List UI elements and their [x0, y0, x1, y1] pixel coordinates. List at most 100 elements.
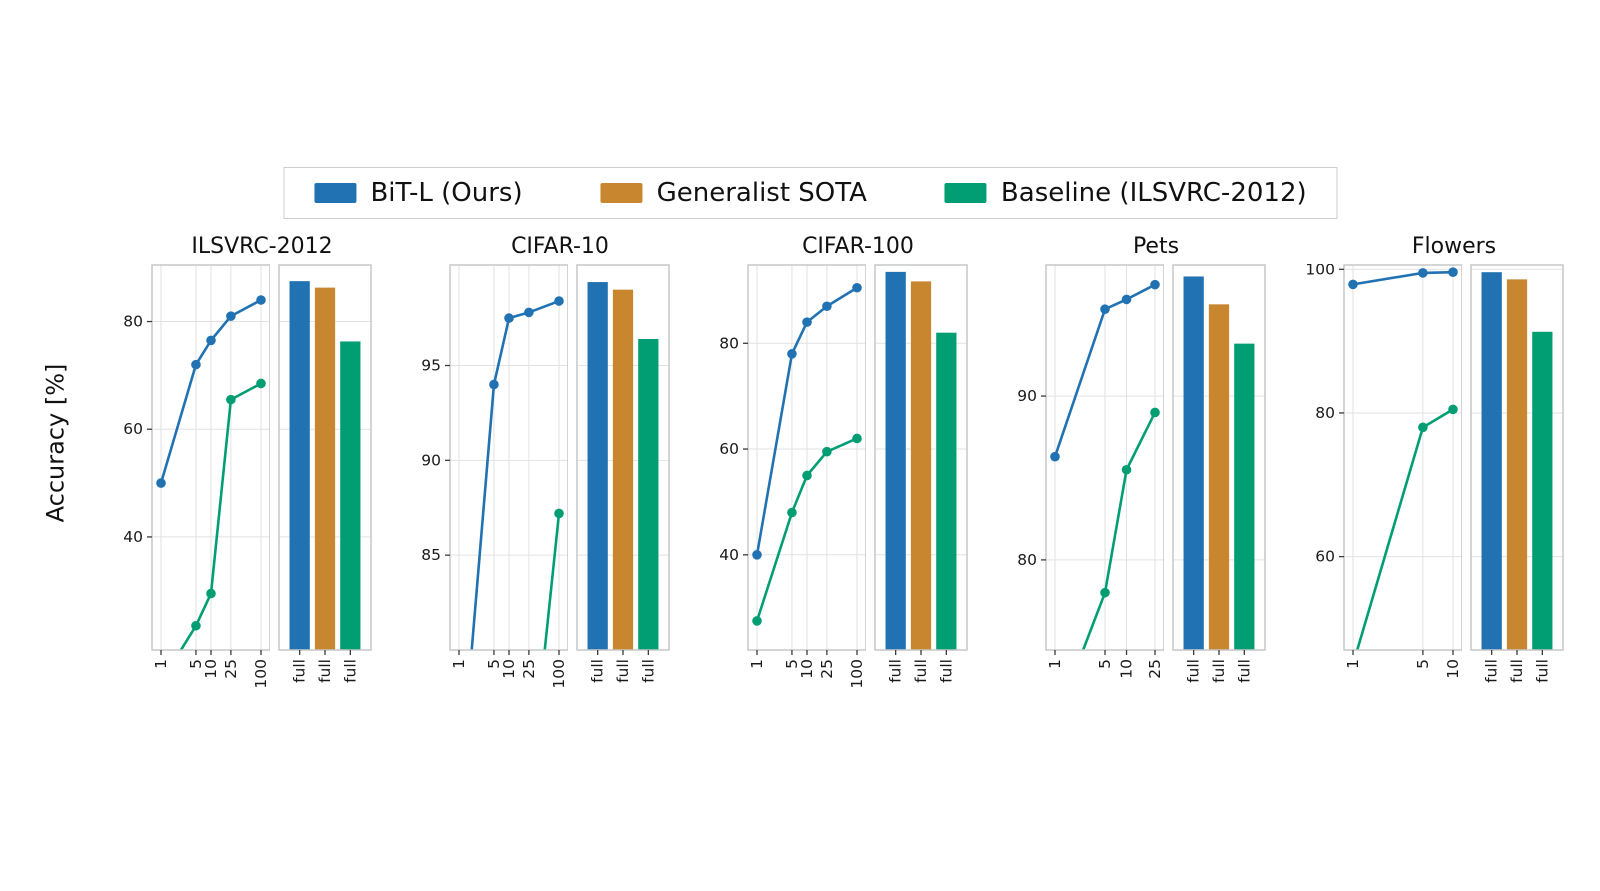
svg-text:full: full — [1185, 659, 1203, 683]
legend-swatch-sota — [600, 183, 643, 203]
bar-baseline — [936, 332, 957, 650]
svg-text:25: 25 — [222, 659, 240, 679]
series-baseline — [179, 378, 266, 650]
panel-title: CIFAR-100 — [802, 234, 914, 259]
panel-plots: 60 80 100 1 5 10 full full full — [1296, 264, 1564, 703]
svg-text:40: 40 — [719, 546, 739, 564]
svg-text:full: full — [887, 659, 905, 683]
svg-text:40: 40 — [123, 528, 143, 546]
legend-swatch-bit — [314, 183, 357, 203]
line-plot-cifar-100: 40 60 80 1 510 25 100 — [719, 264, 866, 689]
svg-text:85: 85 — [421, 546, 441, 564]
panel-flowers: Flowers 60 80 100 1 5 10 full full full — [1296, 234, 1564, 703]
bar-baseline — [1234, 343, 1255, 650]
svg-text:full: full — [912, 659, 930, 683]
svg-text:full: full — [589, 659, 607, 683]
svg-text:1: 1 — [450, 659, 468, 669]
legend: BiT-L (Ours) Generalist SOTA Baseline (I… — [283, 167, 1338, 219]
svg-text:full: full — [1235, 659, 1253, 683]
svg-text:60: 60 — [1315, 548, 1335, 566]
bar-bit — [1183, 276, 1204, 650]
bar-plot-ilsvrc-2012: full full full — [278, 264, 372, 683]
svg-text:80: 80 — [719, 334, 739, 352]
svg-text:full: full — [639, 659, 657, 683]
bar-sota — [1506, 279, 1528, 650]
legend-label-sota: Generalist SOTA — [656, 178, 867, 208]
series-bit — [1348, 267, 1458, 290]
svg-text:25: 25 — [1146, 659, 1164, 679]
panel-plots: 40 60 80 1 5 10 25 100 full full full — [700, 264, 968, 703]
svg-text:1: 1 — [1344, 659, 1362, 669]
svg-text:80: 80 — [1017, 551, 1037, 569]
bar-sota — [612, 289, 634, 650]
svg-text:5: 5 — [1096, 659, 1114, 669]
panel-title: CIFAR-10 — [511, 234, 609, 259]
svg-text:full: full — [1483, 659, 1501, 683]
panel-plots: 80 90 1 5 10 25 full full full — [998, 264, 1266, 703]
bar-plot-cifar-100: full full full — [874, 264, 968, 683]
svg-text:90: 90 — [421, 451, 441, 469]
series-baseline — [543, 508, 564, 650]
svg-text:5: 5 — [187, 659, 205, 669]
bar-bit — [289, 281, 310, 650]
svg-text:100: 100 — [550, 659, 568, 689]
series-bit — [752, 282, 862, 560]
svg-text:full: full — [316, 659, 334, 683]
line-plot-pets: 80 90 1 5 10 25 — [1017, 264, 1164, 679]
bar-baseline — [638, 338, 659, 650]
line-plot-ilsvrc-2012: 40 60 80 1 510 25 100 — [123, 264, 270, 689]
svg-text:25: 25 — [818, 659, 836, 679]
svg-text:full: full — [937, 659, 955, 683]
svg-text:100: 100 — [1305, 264, 1335, 278]
series-baseline — [752, 433, 862, 626]
bar-bit — [885, 271, 906, 650]
bar-sota — [910, 281, 932, 650]
svg-text:full: full — [1210, 659, 1228, 683]
bar-sota — [314, 287, 336, 650]
svg-text:full: full — [291, 659, 309, 683]
bar-baseline — [1532, 331, 1553, 650]
line-plot-cifar-10: 85 90 95 1 510 25 100 — [421, 264, 568, 689]
panel-plots: 85 90 95 1 5 10 25 100 full full full — [402, 264, 670, 703]
bar-sota — [1208, 304, 1230, 650]
svg-text:80: 80 — [1315, 404, 1335, 422]
legend-label-baseline: Baseline (ILSVRC-2012) — [1000, 178, 1307, 208]
bar-plot-cifar-10: full full full — [576, 264, 670, 683]
panel-cifar-10: CIFAR-10 85 90 95 1 5 10 25 100 full full full — [402, 234, 670, 703]
svg-text:60: 60 — [719, 440, 739, 458]
svg-text:1: 1 — [748, 659, 766, 669]
series-bit — [1050, 279, 1160, 462]
panel-plots: 40 60 80 1 5 10 25 100 full full full — [104, 264, 372, 703]
svg-text:100: 100 — [252, 659, 270, 689]
chart-area: Accuracy [%] ILSVRC-2012 40 60 80 1 5 10 25 100 f… — [36, 234, 1564, 703]
bar-plot-pets: full full full — [1172, 264, 1266, 683]
svg-text:full: full — [1508, 659, 1526, 683]
svg-text:full: full — [1533, 659, 1551, 683]
svg-text:25: 25 — [520, 659, 538, 679]
bar-baseline — [340, 341, 361, 650]
svg-text:10: 10 — [202, 659, 220, 679]
svg-text:90: 90 — [1017, 387, 1037, 405]
panel-title: Flowers — [1411, 234, 1497, 259]
legend-item-bit: BiT-L (Ours) — [314, 178, 523, 208]
svg-text:1: 1 — [1046, 659, 1064, 669]
svg-text:10: 10 — [1444, 659, 1462, 679]
bar-bit — [1481, 272, 1502, 650]
svg-text:10: 10 — [798, 659, 816, 679]
legend-swatch-baseline — [944, 183, 987, 203]
bar-bit — [587, 282, 608, 650]
panel-title: Pets — [1132, 234, 1180, 259]
panel-ilsvrc-2012: ILSVRC-2012 40 60 80 1 5 10 25 100 full full full — [104, 234, 372, 703]
svg-text:5: 5 — [1414, 659, 1432, 669]
svg-text:95: 95 — [421, 357, 441, 375]
bar-plot-flowers: full full full — [1470, 264, 1564, 683]
y-axis-label-column: Accuracy [%] — [36, 234, 74, 652]
legend-item-baseline: Baseline (ILSVRC-2012) — [944, 178, 1307, 208]
svg-text:full: full — [614, 659, 632, 683]
svg-text:1: 1 — [152, 659, 170, 669]
series-bit — [470, 296, 564, 650]
svg-text:60: 60 — [123, 420, 143, 438]
y-axis-label: Accuracy [%] — [41, 363, 70, 523]
svg-text:10: 10 — [1118, 659, 1136, 679]
